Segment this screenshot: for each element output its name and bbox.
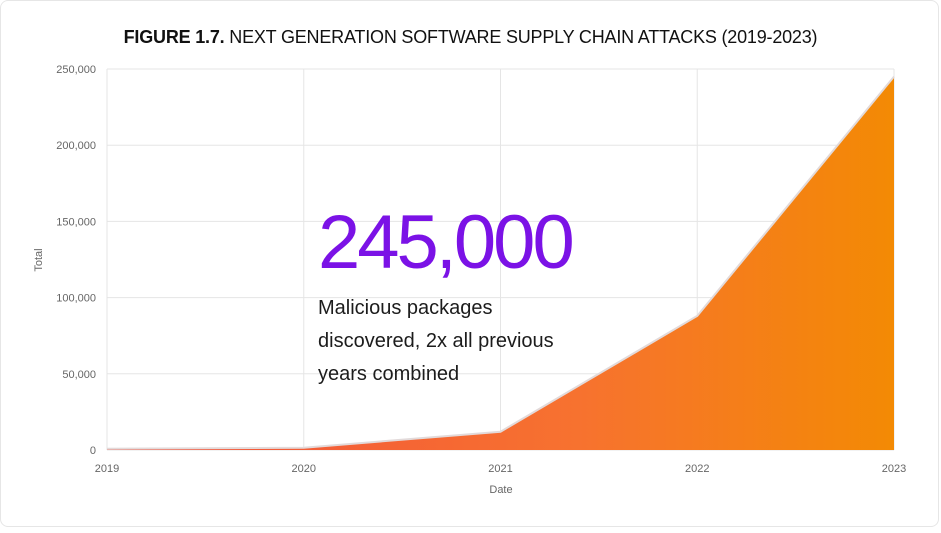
- chart-title: FIGURE 1.7. NEXT GENERATION SOFTWARE SUP…: [0, 27, 941, 48]
- y-tick-label: 100,000: [56, 293, 96, 305]
- y-tick-label: 0: [90, 445, 96, 457]
- y-tick-label: 200,000: [56, 140, 96, 152]
- callout-text: Malicious packages discovered, 2x all pr…: [318, 297, 554, 385]
- x-axis-ticks: 2019 2020 2021 2022 2023: [95, 463, 906, 475]
- area-fill: [107, 76, 894, 451]
- y-axis-label: Total: [33, 248, 45, 271]
- x-axis-label: Date: [489, 484, 512, 496]
- x-tick-label: 2021: [488, 463, 512, 475]
- x-tick-label: 2020: [292, 463, 316, 475]
- x-tick-label: 2019: [95, 463, 119, 475]
- figure-label: FIGURE 1.7.: [123, 27, 225, 47]
- y-tick-label: 250,000: [56, 64, 96, 76]
- x-tick-label: 2023: [882, 463, 906, 475]
- area-series: [106, 75, 895, 451]
- y-tick-label: 50,000: [62, 369, 96, 381]
- area-line: [106, 75, 895, 450]
- callout-number: 245,000: [318, 200, 575, 285]
- callout: 245,000 Malicious packages discovered, 2…: [318, 198, 638, 391]
- y-tick-label: 150,000: [56, 216, 96, 228]
- y-axis-ticks: 0 50,000 100,000 150,000 200,000 250,000: [56, 64, 96, 457]
- figure-title-text: NEXT GENERATION SOFTWARE SUPPLY CHAIN AT…: [229, 27, 818, 47]
- x-tick-label: 2022: [685, 463, 709, 475]
